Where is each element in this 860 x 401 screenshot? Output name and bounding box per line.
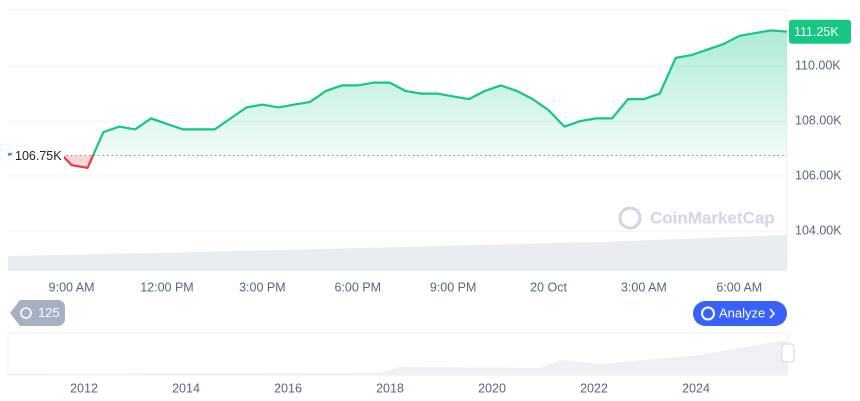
x-tick-label: 6:00 PM bbox=[334, 280, 381, 294]
x-tick-label: 3:00 PM bbox=[239, 280, 286, 294]
navigator-year: 2020 bbox=[478, 381, 506, 395]
x-tick-label: 20 Oct bbox=[530, 280, 567, 294]
baseline-label-bg bbox=[12, 146, 64, 165]
area-above bbox=[8, 30, 787, 156]
watermark-text: CoinMarketCap bbox=[650, 208, 775, 227]
navigator-year: 2012 bbox=[70, 381, 98, 395]
x-tick-label: 3:00 AM bbox=[621, 280, 667, 294]
last-price-box bbox=[789, 19, 851, 44]
navigator-year: 2024 bbox=[682, 381, 710, 395]
x-tick-label: 9:00 PM bbox=[430, 280, 477, 294]
x-tick-label: 9:00 AM bbox=[49, 280, 95, 294]
y-tick-label: 104.00K bbox=[795, 223, 842, 237]
baseline-label: 106.75K bbox=[15, 149, 62, 163]
y-tick-label: 108.00K bbox=[795, 113, 842, 127]
x-tick-label: 6:00 AM bbox=[716, 280, 762, 294]
analyze-button[interactable]: Analyze bbox=[693, 301, 787, 326]
history-count: 125 bbox=[38, 305, 60, 320]
y-tick-label: 110.00K bbox=[795, 58, 841, 72]
price-line bbox=[8, 29, 788, 156]
volume-area bbox=[8, 235, 787, 271]
analyze-label: Analyze bbox=[719, 305, 765, 320]
navigator-year: 2018 bbox=[376, 381, 404, 395]
navigator-area bbox=[8, 340, 787, 375]
history-badge[interactable]: 125 bbox=[10, 300, 65, 326]
navigator-year: 2022 bbox=[580, 381, 608, 395]
navigator-year: 2014 bbox=[172, 381, 200, 395]
y-tick-label: 106.00K bbox=[795, 168, 842, 182]
watermark: CoinMarketCap bbox=[618, 206, 775, 230]
plot: 104.00K 106.00K 108.00K 110.00K 9:00 AM 12:00… bbox=[8, 29, 842, 395]
navigator-handle[interactable] bbox=[781, 343, 795, 363]
x-tick-label: 12:00 PM bbox=[140, 280, 194, 294]
navigator-year: 2016 bbox=[274, 381, 302, 395]
last-price-label: 111.25K bbox=[794, 25, 839, 39]
